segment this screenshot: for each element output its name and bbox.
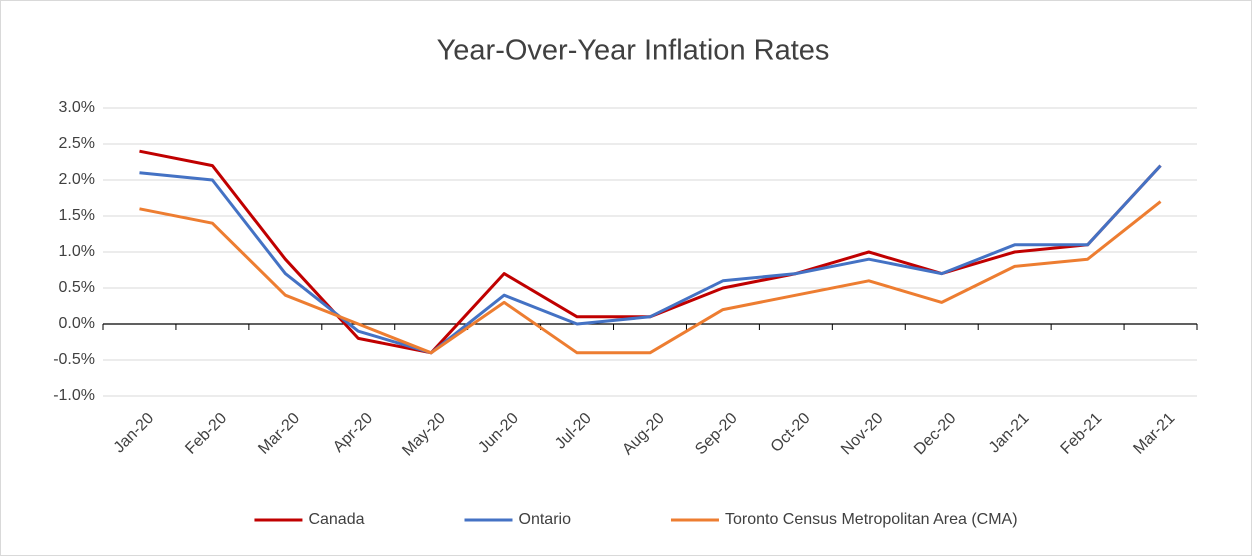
legend-label: Ontario <box>519 511 572 528</box>
y-tick-label: 2.5% <box>59 135 95 152</box>
y-tick-label: 2.0% <box>59 171 95 188</box>
y-tick-label: 0.5% <box>59 279 95 296</box>
legend-label: Canada <box>308 511 364 528</box>
y-tick-label: 1.5% <box>59 207 95 224</box>
y-tick-label: -1.0% <box>53 387 95 404</box>
chart-title: Year-Over-Year Inflation Rates <box>437 35 830 67</box>
series-line <box>139 200 1162 355</box>
y-tick-label: -0.5% <box>53 351 95 368</box>
y-tick-label: 1.0% <box>59 243 95 260</box>
series-line <box>139 164 1162 355</box>
y-tick-label: 0.0% <box>59 315 95 332</box>
legend-label: Toronto Census Metropolitan Area (CMA) <box>725 511 1018 528</box>
y-tick-label: 3.0% <box>59 99 95 116</box>
